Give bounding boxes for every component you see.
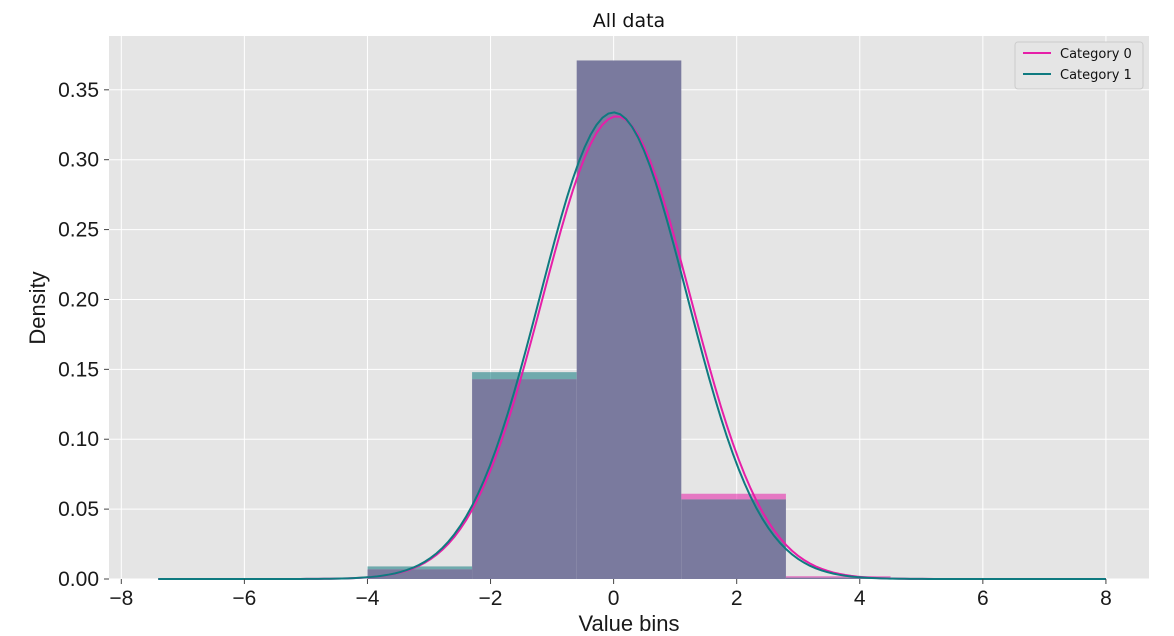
x-tick-label: 4 — [854, 587, 866, 610]
x-tick-label: −4 — [355, 587, 379, 610]
x-tick-label: 0 — [608, 587, 620, 610]
y-axis-label: Density — [25, 271, 50, 344]
histogram-bars — [367, 60, 891, 579]
y-tick-label: 0.30 — [58, 149, 99, 172]
histogram-bar-excess — [785, 576, 891, 578]
y-tick-label: 0.10 — [58, 428, 99, 451]
histogram-bar-overlap — [785, 577, 891, 579]
histogram-bar-overlap — [681, 499, 786, 579]
density-curve-category-1 — [158, 111, 1106, 580]
histogram-bar-excess — [472, 372, 577, 380]
y-tick-label: 0.05 — [58, 498, 99, 521]
x-tick-label: 2 — [731, 587, 743, 610]
y-tick-label: 0.00 — [58, 568, 99, 591]
y-tick-label: 0.25 — [58, 219, 99, 242]
histogram-bar-overlap — [367, 569, 473, 579]
density-curves — [158, 111, 1106, 580]
x-tick-label: 6 — [977, 587, 989, 610]
x-tick-label: −2 — [479, 587, 503, 610]
y-tick-label: 0.35 — [58, 79, 99, 102]
x-axis-label: Value bins — [578, 611, 679, 636]
chart-title: All data — [593, 10, 665, 32]
x-tick-label: −6 — [232, 587, 256, 610]
x-axis-ticks: −8 −6 −4 −2 0 2 4 6 8 — [109, 579, 1112, 610]
histogram-bar-overlap — [576, 60, 682, 579]
y-tick-label: 0.20 — [58, 288, 99, 311]
legend: Category 0 Category 1 — [1014, 41, 1144, 90]
x-tick-label: 8 — [1100, 587, 1112, 610]
legend-label-category-0: Category 0 — [1060, 47, 1132, 62]
y-tick-label: 0.15 — [58, 358, 99, 381]
legend-label-category-1: Category 1 — [1060, 68, 1132, 83]
histogram-bar-excess — [367, 566, 473, 570]
x-tick-label: −8 — [109, 587, 133, 610]
histogram-bar-excess — [681, 493, 786, 500]
y-axis-ticks: 0.00 0.05 0.10 0.15 0.20 0.25 0.30 0.35 — [58, 79, 109, 591]
histogram-bar-overlap — [472, 379, 577, 579]
